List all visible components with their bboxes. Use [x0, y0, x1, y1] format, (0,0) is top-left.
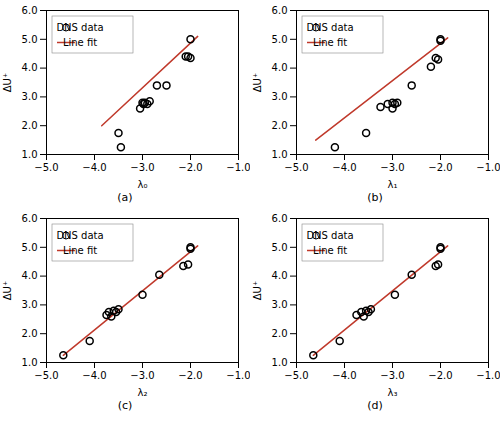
svg-text:Line fit: Line fit — [63, 245, 97, 256]
svg-text:−4.0: −4.0 — [82, 370, 106, 381]
svg-text:−5.0: −5.0 — [284, 162, 308, 173]
svg-text:−4.0: −4.0 — [82, 162, 106, 173]
svg-text:Line fit: Line fit — [313, 245, 347, 256]
svg-text:λ₁: λ₁ — [388, 179, 398, 190]
svg-text:−4.0: −4.0 — [332, 370, 356, 381]
svg-text:−3.0: −3.0 — [380, 370, 404, 381]
svg-text:ΔU⁺: ΔU⁺ — [252, 73, 263, 92]
svg-text:2.0: 2.0 — [272, 328, 288, 339]
svg-text:−4.0: −4.0 — [332, 162, 356, 173]
svg-text:DNS data: DNS data — [306, 230, 353, 241]
svg-text:2.0: 2.0 — [22, 328, 38, 339]
svg-text:1.0: 1.0 — [22, 357, 38, 368]
svg-text:Line fit: Line fit — [63, 37, 97, 48]
svg-text:1.0: 1.0 — [22, 149, 38, 160]
html-text:(b): (b) — [367, 191, 383, 204]
svg-text:−1.0: −1.0 — [226, 370, 250, 381]
svg-text:DNS data: DNS data — [56, 22, 103, 33]
svg-text:−2.0: −2.0 — [428, 370, 452, 381]
svg-text:5.0: 5.0 — [272, 34, 288, 45]
svg-text:−1.0: −1.0 — [476, 162, 500, 173]
svg-text:6.0: 6.0 — [272, 5, 288, 16]
svg-text:4.0: 4.0 — [272, 62, 288, 73]
svg-text:ΔU⁺: ΔU⁺ — [252, 281, 263, 300]
svg-text:1.0: 1.0 — [272, 149, 288, 160]
svg-text:6.0: 6.0 — [22, 5, 38, 16]
svg-text:λ₀: λ₀ — [138, 179, 148, 190]
svg-text:3.0: 3.0 — [22, 299, 38, 310]
svg-text:λ₃: λ₃ — [388, 387, 398, 398]
svg-text:−5.0: −5.0 — [34, 370, 58, 381]
svg-text:2.0: 2.0 — [22, 120, 38, 131]
svg-text:−1.0: −1.0 — [226, 162, 250, 173]
svg-text:ΔU⁺: ΔU⁺ — [2, 73, 13, 92]
html-text:(a): (a) — [117, 191, 133, 204]
svg-text:λ₂: λ₂ — [138, 387, 148, 398]
svg-text:5.0: 5.0 — [272, 242, 288, 253]
svg-text:1.0: 1.0 — [272, 357, 288, 368]
svg-text:5.0: 5.0 — [22, 242, 38, 253]
svg-text:5.0: 5.0 — [22, 34, 38, 45]
svg-text:DNS data: DNS data — [306, 22, 353, 33]
svg-text:−5.0: −5.0 — [34, 162, 58, 173]
html-text:(d): (d) — [367, 399, 383, 412]
svg-text:6.0: 6.0 — [272, 213, 288, 224]
svg-text:3.0: 3.0 — [22, 91, 38, 102]
html-text:(c): (c) — [117, 399, 133, 412]
svg-text:−5.0: −5.0 — [284, 370, 308, 381]
svg-text:−3.0: −3.0 — [130, 162, 154, 173]
svg-text:−2.0: −2.0 — [178, 370, 202, 381]
svg-text:−2.0: −2.0 — [428, 162, 452, 173]
svg-text:−1.0: −1.0 — [476, 370, 500, 381]
svg-text:−3.0: −3.0 — [130, 370, 154, 381]
svg-text:−3.0: −3.0 — [380, 162, 404, 173]
svg-text:ΔU⁺: ΔU⁺ — [2, 281, 13, 300]
svg-text:3.0: 3.0 — [272, 91, 288, 102]
svg-text:Line fit: Line fit — [313, 37, 347, 48]
svg-text:3.0: 3.0 — [272, 299, 288, 310]
svg-text:−2.0: −2.0 — [178, 162, 202, 173]
svg-text:DNS data: DNS data — [56, 230, 103, 241]
svg-text:2.0: 2.0 — [272, 120, 288, 131]
svg-text:6.0: 6.0 — [22, 213, 38, 224]
svg-text:4.0: 4.0 — [22, 62, 38, 73]
svg-text:4.0: 4.0 — [22, 270, 38, 281]
svg-text:4.0: 4.0 — [272, 270, 288, 281]
